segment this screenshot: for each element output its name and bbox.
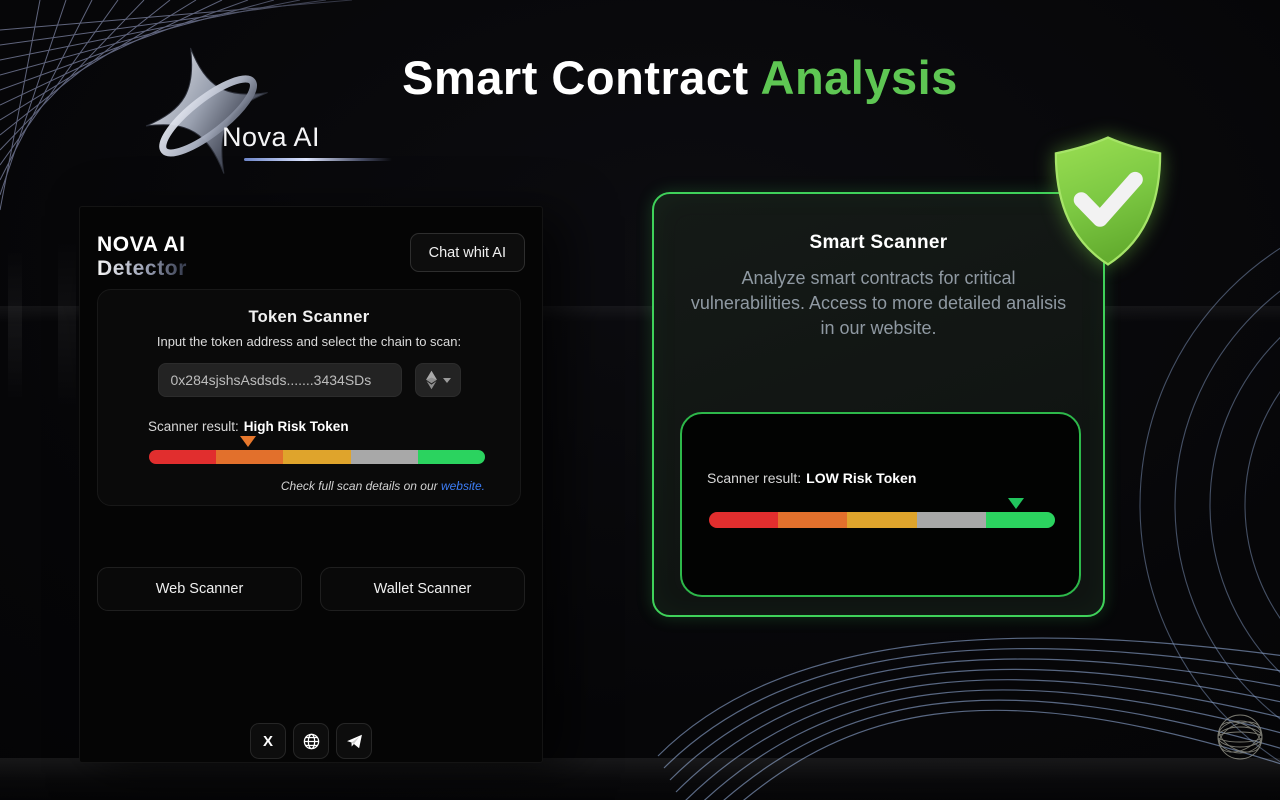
wireframe-sphere-icon (1217, 714, 1263, 760)
risk-segment (985, 512, 1055, 528)
x-icon[interactable]: X (250, 723, 286, 759)
risk-marker-icon (1007, 498, 1024, 509)
globe-icon[interactable] (293, 723, 329, 759)
nova-star-icon (145, 47, 268, 174)
scanner-result-line: Scanner result: High Risk Token (148, 419, 520, 434)
app-title-line2: Detector (97, 256, 187, 280)
risk-gauge-track (709, 512, 1055, 528)
detector-app-window: NOVA AI Detector Chat whit AI Token Scan… (79, 206, 543, 763)
risk-segment (417, 450, 485, 464)
social-links: X (80, 723, 542, 759)
token-scanner-instruction: Input the token address and select the c… (156, 334, 462, 349)
brand-name: Nova AI (222, 122, 321, 152)
scanner-result-label: Scanner result: (148, 419, 239, 434)
token-scanner-title: Token Scanner (248, 308, 370, 326)
risk-segment (216, 450, 284, 464)
scanner-result-value: High Risk Token (243, 419, 349, 434)
smart-result-value: LOW Risk Token (806, 470, 917, 486)
background-mesh-lines (0, 0, 360, 240)
smart-scanner-description: Analyze smart contracts for critical vul… (690, 268, 1067, 338)
page-title-white: Smart Contract (402, 51, 749, 104)
smart-scanner-card: Smart Scanner Analyze smart contracts fo… (652, 192, 1105, 617)
risk-gauge-track (149, 450, 485, 464)
background-strip (58, 240, 76, 410)
globe-glyph (303, 733, 319, 749)
brand-logo: Nova AI (128, 34, 458, 184)
risk-segment (916, 512, 986, 528)
brand-underline (244, 158, 392, 161)
x-glyph: X (262, 732, 273, 750)
risk-segment (778, 512, 848, 528)
page-title-accent: Analysis (760, 51, 958, 104)
page-title: Smart Contract Analysis (310, 50, 1050, 105)
risk-gauge (149, 434, 485, 464)
chevron-down-icon (442, 377, 451, 383)
smart-scanner-title: Smart Scanner (809, 232, 948, 253)
app-title: NOVA AI Detector (97, 233, 187, 280)
smart-result-card: Scanner result: LOW Risk Token (680, 412, 1081, 597)
chat-with-ai-button[interactable]: Chat whit AI (409, 233, 525, 272)
telegram-glyph (346, 734, 362, 748)
smart-result-label: Scanner result: (707, 470, 802, 486)
background-floor-glow (0, 758, 1280, 800)
token-scanner-card: Token Scanner Input the token address an… (97, 289, 521, 506)
risk-gauge (709, 496, 1055, 528)
telegram-icon[interactable] (336, 723, 372, 759)
risk-segment (350, 450, 418, 464)
ethereum-icon (425, 370, 437, 390)
wallet-scanner-button[interactable]: Wallet Scanner (320, 567, 525, 611)
risk-segment (149, 450, 217, 464)
app-title-line1: NOVA AI (97, 233, 186, 256)
risk-segment (283, 450, 351, 464)
background-strip (8, 250, 22, 400)
token-address-input[interactable] (157, 363, 402, 397)
smart-result-line: Scanner result: LOW Risk Token (707, 470, 1079, 486)
web-scanner-button[interactable]: Web Scanner (97, 567, 302, 611)
website-link[interactable]: website. (440, 479, 485, 493)
risk-marker-icon (240, 436, 257, 447)
risk-segment (709, 512, 779, 528)
shield-check-icon (1054, 136, 1162, 266)
scan-footer-text: Check full scan details on our (280, 479, 438, 493)
chain-select-dropdown[interactable] (414, 363, 461, 397)
scan-footer: Check full scan details on our website. (98, 479, 485, 493)
risk-segment (847, 512, 917, 528)
